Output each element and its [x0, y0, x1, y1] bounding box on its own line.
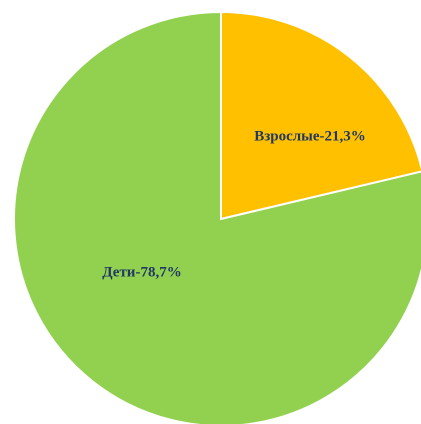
pie-slice-label-0: Взрослые-21,3%: [254, 128, 366, 144]
pie-slice-label-1: Дети-78,7%: [102, 264, 181, 280]
pie-slice-0: [220, 10, 421, 221]
pie-slice-1: [13, 10, 421, 424]
